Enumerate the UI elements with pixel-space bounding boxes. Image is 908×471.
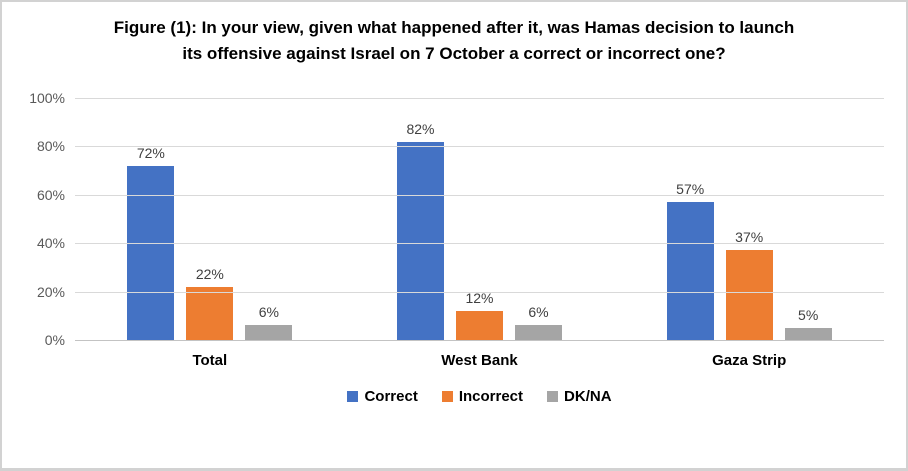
bar-correct: [397, 141, 444, 340]
y-axis: 0% 20% 40% 60% 80% 100%: [2, 90, 75, 348]
bar-wrap: 82%: [397, 121, 444, 340]
y-axis-tick-label: 60%: [36, 186, 65, 203]
gridline: [75, 243, 884, 245]
x-axis-line: [75, 340, 884, 341]
y-axis-tick-label: 100%: [29, 90, 65, 106]
y-axis-tick-label: 20%: [36, 283, 65, 300]
legend-item-correct: Correct: [347, 388, 418, 405]
legend-swatch-icon: [547, 391, 559, 402]
bar-value-label: 12%: [465, 289, 494, 306]
bar-incorrect: [456, 310, 503, 340]
bar-value-label: 5%: [798, 306, 819, 323]
bar-wrap: 22%: [186, 265, 234, 340]
bar-wrap: 5%: [784, 306, 832, 340]
chart-body: 0% 20% 40% 60% 80% 100% 72% 22% 6% 82% 12% 6% 57% 37…: [2, 90, 884, 348]
bar-dk-na: [784, 327, 832, 340]
category-label: Gaza Strip: [712, 352, 787, 369]
chart-title: Figure (1): In your view, given what hap…: [113, 18, 795, 63]
legend-swatch-icon: [347, 391, 359, 402]
bar-value-label: 57%: [676, 181, 705, 198]
bar-group-west-bank: 82% 12% 6%: [345, 98, 615, 340]
bar-group-total: 72% 22% 6%: [75, 98, 345, 340]
y-axis-tick-label: 0%: [44, 332, 65, 348]
bar-dk-na: [515, 325, 562, 340]
y-axis-tick-label: 80%: [36, 138, 65, 155]
bar-group-gaza-strip: 57% 37% 5%: [614, 98, 884, 340]
bar-wrap: 6%: [245, 304, 293, 340]
category-label: West Bank: [441, 352, 518, 369]
bar-correct: [666, 202, 714, 340]
bar-value-label: 37%: [735, 229, 764, 246]
bar-value-label: 72%: [136, 144, 165, 161]
legend-item-incorrect: Incorrect: [441, 388, 524, 405]
bar-wrap: 37%: [725, 229, 773, 340]
bar-incorrect: [725, 250, 773, 340]
bar-value-label: 82%: [406, 120, 435, 137]
gridline: [75, 291, 884, 293]
legend-label: Incorrect: [458, 388, 524, 405]
category-label: Total: [192, 352, 228, 369]
bar-wrap: 57%: [666, 181, 714, 340]
legend-label: Correct: [364, 388, 418, 405]
bar-value-label: 6%: [258, 304, 279, 321]
legend-label: DK/NA: [564, 388, 612, 405]
gridline: [75, 98, 884, 99]
gridline: [75, 194, 884, 196]
y-axis-tick-label: 40%: [36, 235, 65, 252]
bar-value-label: 22%: [195, 265, 224, 282]
legend-swatch-icon: [441, 391, 453, 402]
gridline: [75, 146, 884, 148]
legend-item-dk-na: DK/NA: [547, 388, 612, 405]
bar-dk-na: [245, 325, 293, 340]
bar-incorrect: [186, 286, 234, 340]
plot-area: 72% 22% 6% 82% 12% 6% 57% 37% 5%: [75, 98, 884, 341]
bar-value-label: 6%: [528, 304, 549, 321]
bar-wrap: 12%: [456, 290, 503, 340]
category-labels: Total West Bank Gaza Strip: [75, 352, 884, 369]
bar-correct: [127, 165, 175, 340]
legend: Correct Incorrect DK/NA: [75, 388, 884, 405]
bar-wrap: 6%: [515, 304, 562, 340]
bar-groups: 72% 22% 6% 82% 12% 6% 57% 37% 5%: [75, 98, 884, 340]
